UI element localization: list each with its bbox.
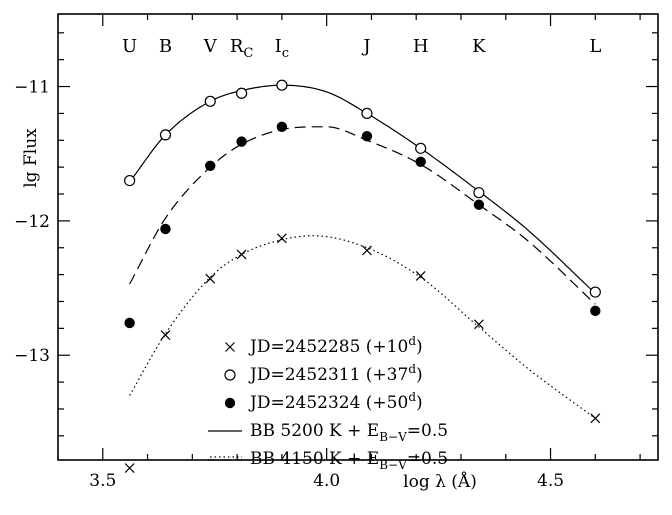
- data-points: [124, 79, 601, 473]
- legend-entry-series: JD=2452311 (+37d): [248, 362, 423, 385]
- cross-marker: [160, 330, 171, 340]
- model-curve-dotted: [129, 235, 596, 419]
- open-circle-marker: [124, 174, 136, 187]
- model-curve-solid: [129, 84, 596, 294]
- legend-entry-series: JD=2452285 (+10d): [248, 334, 423, 357]
- tick-labels: 3.5 4.0 4.5 −11 −12 −13: [14, 78, 564, 491]
- filled-circle-marker: [361, 131, 373, 142]
- band-label-b: B: [159, 36, 172, 57]
- band-label-i: Ic: [275, 36, 289, 61]
- y-tick-label: −11: [14, 78, 50, 98]
- open-circle-marker: [276, 79, 288, 91]
- open-circle-marker: [473, 187, 485, 199]
- legend: JD=2452285 (+10d) JD=2452311 (+37d) JD=245…: [208, 334, 448, 472]
- model-curves: [129, 84, 596, 419]
- y-tick-label: −13: [14, 346, 50, 366]
- filled-circle-marker: [473, 199, 485, 210]
- legend-entry-series: JD=2452324 (+50d): [248, 390, 423, 413]
- x-tick-label: 3.5: [89, 471, 116, 491]
- cross-marker: [205, 273, 216, 284]
- legend-entry-model: BB 5200 K + EB−V=0.5: [250, 421, 448, 444]
- open-circle-marker: [361, 107, 373, 120]
- open-circle-marker: [224, 369, 236, 381]
- y-axis-label: lg Flux: [21, 128, 41, 188]
- open-circle-marker: [159, 129, 172, 141]
- filled-circle-marker: [236, 136, 247, 147]
- open-circle-marker: [235, 87, 248, 99]
- cross-marker: [124, 463, 135, 473]
- band-label-u: U: [122, 36, 137, 57]
- cross-marker: [362, 245, 372, 256]
- band-label-h: H: [413, 36, 429, 57]
- cross-marker: [225, 342, 235, 352]
- band-label-l: L: [589, 36, 601, 57]
- cross-marker: [415, 271, 426, 281]
- filled-circle-marker: [415, 156, 426, 167]
- open-circle-marker: [589, 286, 601, 298]
- cross-marker: [590, 413, 601, 424]
- axis-ticks: [57, 14, 658, 460]
- filled-circle-marker: [160, 223, 171, 235]
- band-label-r: RC: [230, 36, 254, 61]
- legend-entry-model: BB 4150 K + EB−V=0.5: [250, 449, 448, 472]
- filled-circle-marker: [205, 160, 216, 172]
- band-label-k: K: [472, 36, 486, 57]
- filled-circle-marker: [276, 121, 288, 133]
- y-tick-label: −12: [14, 212, 50, 232]
- x-axis-label: log λ (Å): [403, 471, 477, 492]
- cross-marker: [473, 319, 484, 330]
- filled-circle-marker: [590, 305, 601, 317]
- cross-marker: [236, 249, 247, 260]
- x-tick-label: 4.5: [537, 471, 564, 491]
- plot-frame: [57, 13, 659, 461]
- open-circle-marker: [204, 95, 216, 107]
- band-label-j: J: [361, 36, 370, 57]
- x-tick-label: 4.0: [313, 471, 340, 491]
- open-circle-marker: [415, 142, 427, 154]
- band-label-v: V: [203, 36, 218, 57]
- model-curve-dashed: [129, 126, 596, 305]
- band-labels: U B V RC Ic J H K L: [122, 36, 601, 61]
- filled-circle-marker: [124, 317, 135, 329]
- cross-marker: [276, 233, 287, 244]
- filled-circle-marker: [224, 397, 236, 409]
